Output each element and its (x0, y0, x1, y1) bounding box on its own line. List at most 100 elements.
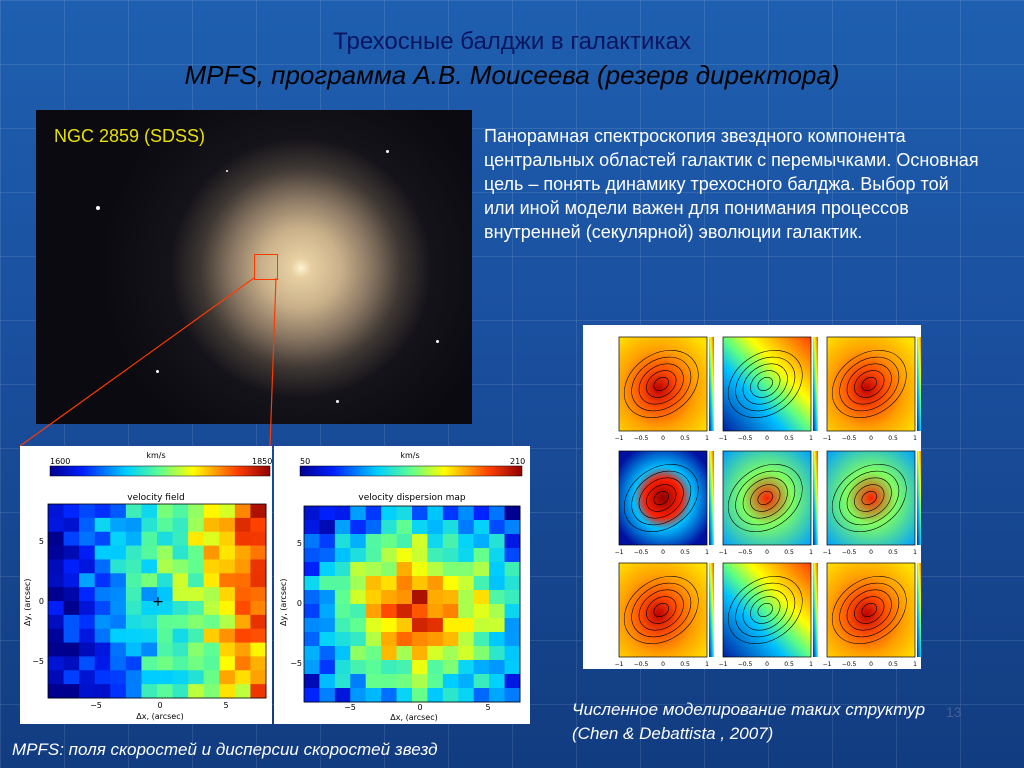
heatmap-cell (250, 614, 267, 630)
heatmap-cell (172, 684, 189, 699)
heatmap-cell (304, 618, 320, 633)
contour-line (631, 356, 692, 412)
heatmap-cell (381, 660, 398, 675)
heatmap-cell (203, 642, 220, 657)
colorbar (49, 465, 271, 477)
heatmap-cell (157, 545, 174, 560)
heatmap-cell (63, 628, 80, 644)
center-cross: + (152, 594, 164, 610)
heatmap-cell (304, 548, 320, 563)
colorbar (709, 563, 714, 657)
heatmap-cell (157, 504, 174, 519)
caption-mpfs: MPFS: поля скоростей и дисперсии скорост… (12, 740, 438, 759)
x-tick: −0.5 (738, 661, 753, 668)
heatmap-cell (458, 660, 475, 675)
heatmap-cell (79, 628, 96, 644)
x-tick: 0 (869, 661, 873, 668)
heatmap-cell (172, 517, 189, 533)
x-axis-label: Δx, (arcsec) (390, 713, 437, 722)
heatmap-cell (94, 587, 111, 602)
heatmap-cell (110, 670, 127, 685)
x-tick: 1 (913, 549, 917, 556)
heatmap-cell (48, 684, 65, 699)
heatmap-cell (334, 632, 351, 647)
heatmap-cell (458, 646, 475, 661)
heatmap-cell (188, 656, 205, 671)
heatmap-cell (504, 562, 521, 577)
heatmap-cell (125, 684, 142, 699)
heatmap-cell (427, 576, 444, 591)
zoom-box (254, 254, 278, 280)
heatmap-cell (381, 618, 398, 633)
contour-line (839, 356, 900, 412)
heatmap-cell (396, 604, 413, 619)
heatmap-cell (504, 632, 521, 647)
heatmap-cell (365, 688, 382, 703)
contour-line (757, 376, 773, 392)
contour-line (854, 596, 885, 624)
y-tick: 0 (39, 597, 44, 606)
heatmap-cell (79, 614, 96, 630)
heatmap-cell (365, 506, 382, 521)
heatmap-cell (188, 614, 205, 630)
heatmap-cell (442, 604, 459, 619)
x-tick: −0.5 (738, 435, 753, 442)
heatmap-cell (334, 548, 351, 563)
heatmap-cell (442, 576, 459, 591)
heatmap-cell (203, 601, 220, 616)
contour-line (653, 490, 669, 506)
y-axis-label: Δy, (arcsec) (23, 579, 32, 626)
heatmap-cell (94, 670, 111, 685)
contour-line (735, 470, 796, 526)
heatmap-cell (125, 531, 142, 547)
heatmap-cell (172, 559, 189, 574)
heatmap-cell (427, 590, 444, 605)
heatmap-cell (48, 670, 65, 685)
contour-line (653, 602, 669, 618)
heatmap-cell (63, 670, 80, 685)
colorbar-min: 1600 (50, 457, 70, 466)
heatmap-cell (203, 573, 220, 588)
heatmap-cell (319, 646, 336, 661)
heatmap-cell (94, 504, 111, 519)
heatmap-cell (250, 684, 267, 699)
description-text: Панорамная спектроскопия звездного компо… (484, 126, 979, 242)
x-tick: 0 (869, 435, 873, 442)
contour-line (646, 370, 677, 398)
y-tick: 5 (39, 537, 44, 546)
x-tick: −1 (615, 661, 624, 668)
heatmap-cell (125, 614, 142, 630)
heatmap-cell (125, 670, 142, 685)
x-tick: 0.5 (888, 661, 898, 668)
heatmap-cell (250, 656, 267, 671)
contour-line (653, 376, 669, 392)
contour-line (839, 582, 900, 638)
heatmap-cell (442, 534, 459, 549)
heatmap-cell (442, 520, 459, 535)
heatmap-cell (365, 646, 382, 661)
contour-line (757, 490, 773, 506)
contour-line (854, 484, 885, 512)
simulation-panels: −1 −0.5 0 0.5 1 −1 −0.5 0 0.5 1 −1 −0.5 0 0.5 1 −1 −0.5 0… (583, 325, 922, 669)
x-tick: −0.5 (738, 549, 753, 556)
x-tick: −0.5 (842, 435, 857, 442)
map-title: velocity dispersion map (358, 493, 465, 503)
heatmap-cell (141, 517, 158, 533)
heatmap-cell (473, 674, 490, 689)
heatmap-cell (442, 618, 459, 633)
x-tick: −1 (615, 549, 624, 556)
heatmap-cell (473, 534, 490, 549)
heatmap-cell (110, 601, 127, 616)
heatmap-cell (427, 506, 444, 521)
heatmap-cell (304, 506, 320, 521)
heatmap-cell (504, 534, 521, 549)
contour-line (727, 576, 803, 644)
heatmap-cell (504, 674, 521, 689)
x-tick: −0.5 (634, 549, 649, 556)
heatmap-cell (304, 646, 320, 661)
heatmap-cell (334, 576, 351, 591)
heatmap-cell (172, 601, 189, 616)
heatmap-cell (304, 520, 320, 535)
simulation-grid: −1 −0.5 0 0.5 1 −1 −0.5 0 0.5 1 −1 −0.5 0 0.5 1 −1 −0.5 0… (615, 336, 922, 668)
